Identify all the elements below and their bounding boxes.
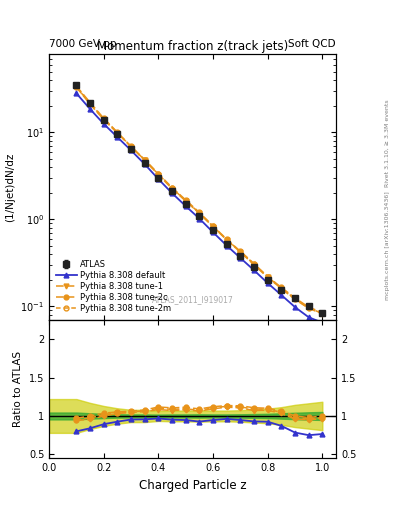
Pythia 8.308 tune-1 (101, 117, 106, 123)
Pythia 8.308 tune-2c (279, 284, 284, 290)
Line: Pythia 8.308 tune-1: Pythia 8.308 tune-1 (74, 85, 325, 316)
Pythia 8.308 default (320, 319, 325, 326)
Pythia 8.308 tune-1 (265, 274, 270, 281)
Pythia 8.308 tune-1 (142, 157, 147, 163)
Pythia 8.308 tune-2m (142, 157, 147, 163)
Legend: ATLAS, Pythia 8.308 default, Pythia 8.308 tune-1, Pythia 8.308 tune-2c, Pythia 8: ATLAS, Pythia 8.308 default, Pythia 8.30… (53, 258, 174, 316)
Pythia 8.308 tune-1 (238, 249, 243, 255)
Pythia 8.308 tune-1 (279, 286, 284, 292)
Pythia 8.308 tune-2c (74, 83, 79, 89)
Pythia 8.308 tune-2c (170, 184, 174, 190)
Pythia 8.308 tune-1 (306, 305, 311, 311)
Pythia 8.308 default (88, 106, 92, 112)
Pythia 8.308 tune-2c (115, 129, 120, 135)
Pythia 8.308 tune-2c (320, 309, 325, 315)
Pythia 8.308 tune-1 (88, 101, 92, 108)
Pythia 8.308 tune-2m (101, 116, 106, 122)
Pythia 8.308 default (101, 121, 106, 127)
Pythia 8.308 tune-2m (88, 100, 92, 106)
Pythia 8.308 tune-2c (156, 170, 161, 177)
Pythia 8.308 tune-1 (156, 172, 161, 178)
Pythia 8.308 tune-2m (238, 249, 243, 255)
Pythia 8.308 tune-2m (320, 310, 325, 316)
X-axis label: Charged Particle z: Charged Particle z (139, 479, 246, 492)
Pythia 8.308 default (265, 280, 270, 286)
Pythia 8.308 tune-1 (197, 210, 202, 217)
Pythia 8.308 tune-1 (211, 224, 215, 230)
Pythia 8.308 tune-1 (129, 144, 134, 150)
Text: ATLAS_2011_I919017: ATLAS_2011_I919017 (152, 295, 233, 304)
Pythia 8.308 tune-2c (306, 304, 311, 310)
Line: Pythia 8.308 tune-2m: Pythia 8.308 tune-2m (74, 85, 325, 316)
Pythia 8.308 tune-1 (170, 186, 174, 192)
Y-axis label: (1/Njet)dN/dz: (1/Njet)dN/dz (5, 152, 15, 222)
Pythia 8.308 tune-2m (74, 84, 79, 90)
Pythia 8.308 tune-2m (129, 143, 134, 150)
Pythia 8.308 tune-2m (156, 171, 161, 177)
Pythia 8.308 default (252, 267, 256, 273)
Pythia 8.308 tune-2c (184, 197, 188, 203)
Pythia 8.308 tune-2m (293, 296, 298, 302)
Pythia 8.308 tune-2c (238, 248, 243, 254)
Text: Rivet 3.1.10, ≥ 3.3M events: Rivet 3.1.10, ≥ 3.3M events (385, 99, 389, 187)
Pythia 8.308 tune-2m (224, 237, 229, 243)
Pythia 8.308 tune-2c (197, 209, 202, 216)
Pythia 8.308 tune-1 (293, 296, 298, 303)
Pythia 8.308 tune-2m (170, 185, 174, 191)
Pythia 8.308 tune-2m (115, 130, 120, 136)
Pythia 8.308 default (142, 161, 147, 167)
Pythia 8.308 tune-2m (252, 261, 256, 267)
Pythia 8.308 default (238, 255, 243, 261)
Pythia 8.308 default (211, 229, 215, 236)
Title: Momentum fraction z(track jets): Momentum fraction z(track jets) (97, 39, 288, 53)
Pythia 8.308 tune-2m (306, 305, 311, 311)
Pythia 8.308 default (279, 292, 284, 298)
Pythia 8.308 tune-2m (211, 223, 215, 229)
Text: mcplots.cern.ch [arXiv:1306.3436]: mcplots.cern.ch [arXiv:1306.3436] (385, 191, 389, 300)
Pythia 8.308 tune-1 (252, 262, 256, 268)
Pythia 8.308 default (224, 243, 229, 249)
Pythia 8.308 tune-2c (211, 223, 215, 229)
Pythia 8.308 tune-2c (101, 115, 106, 121)
Pythia 8.308 tune-1 (224, 237, 229, 243)
Pythia 8.308 default (115, 134, 120, 140)
Line: Pythia 8.308 default: Pythia 8.308 default (74, 91, 325, 325)
Pythia 8.308 tune-2m (265, 274, 270, 280)
Pythia 8.308 default (129, 147, 134, 154)
Pythia 8.308 default (74, 90, 79, 96)
Pythia 8.308 default (293, 304, 298, 310)
Pythia 8.308 default (184, 203, 188, 209)
Pythia 8.308 tune-2c (224, 236, 229, 242)
Pythia 8.308 tune-1 (115, 130, 120, 136)
Pythia 8.308 default (197, 216, 202, 222)
Pythia 8.308 default (156, 176, 161, 182)
Y-axis label: Ratio to ATLAS: Ratio to ATLAS (13, 351, 23, 427)
Pythia 8.308 tune-1 (74, 84, 79, 90)
Text: 7000 GeV pp: 7000 GeV pp (49, 38, 117, 49)
Pythia 8.308 tune-2m (197, 210, 202, 216)
Text: Soft QCD: Soft QCD (288, 38, 336, 49)
Pythia 8.308 tune-1 (320, 311, 325, 317)
Pythia 8.308 default (306, 314, 311, 321)
Pythia 8.308 tune-2c (142, 157, 147, 163)
Pythia 8.308 tune-2c (293, 295, 298, 301)
Pythia 8.308 tune-2c (129, 143, 134, 150)
Line: Pythia 8.308 tune-2c: Pythia 8.308 tune-2c (74, 83, 325, 315)
Pythia 8.308 tune-2m (184, 198, 188, 204)
Pythia 8.308 tune-2c (252, 261, 256, 267)
Pythia 8.308 default (170, 190, 174, 196)
Pythia 8.308 tune-2c (265, 273, 270, 280)
Pythia 8.308 tune-2m (279, 285, 284, 291)
Pythia 8.308 tune-2c (88, 99, 92, 105)
Pythia 8.308 tune-1 (184, 198, 188, 204)
